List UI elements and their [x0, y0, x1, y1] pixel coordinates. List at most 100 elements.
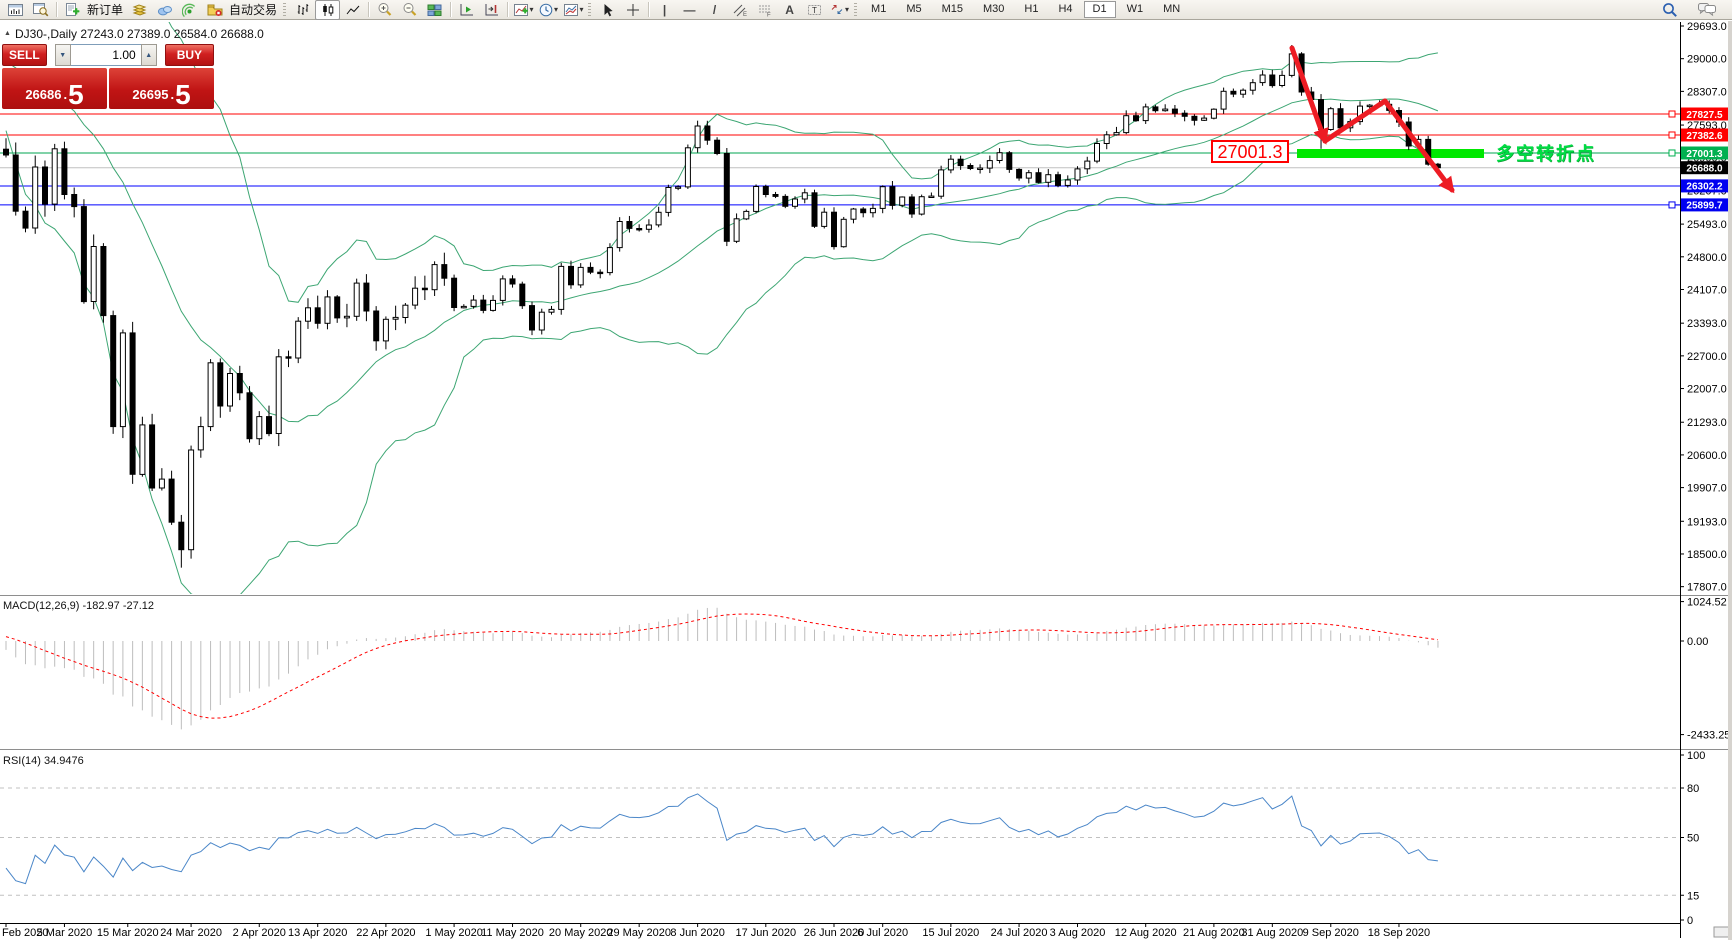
toolbar-grip[interactable] — [854, 2, 858, 17]
svg-text:15 Mar 2020: 15 Mar 2020 — [97, 927, 159, 939]
arrows-tool[interactable]: ▾ — [827, 0, 852, 20]
toolbar-grip[interactable] — [283, 2, 287, 17]
signal-icon — [182, 3, 197, 17]
templates-button[interactable]: ▾ — [561, 0, 586, 20]
svg-text:1 May 2020: 1 May 2020 — [425, 927, 482, 939]
text-tool[interactable]: A — [777, 0, 802, 20]
sell-price-button[interactable]: 26686. 5 — [2, 68, 107, 109]
periods-button[interactable]: ▾ — [536, 0, 561, 20]
svg-text:25493.0: 25493.0 — [1687, 219, 1727, 231]
volume-down-button[interactable]: ▼ — [54, 44, 71, 66]
auto-scroll-button[interactable] — [454, 0, 479, 20]
cloud-icon — [157, 3, 173, 17]
svg-text:15 Jul 2020: 15 Jul 2020 — [922, 927, 979, 939]
svg-text:18 Sep 2020: 18 Sep 2020 — [1368, 927, 1430, 939]
market-depth-button[interactable] — [127, 0, 152, 20]
price-level-callout[interactable]: 27001.3 — [1211, 140, 1289, 163]
zoom-in-button[interactable] — [372, 0, 397, 20]
volume-up-button[interactable]: ▲ — [140, 44, 157, 66]
svg-text:21 Aug 2020: 21 Aug 2020 — [1183, 927, 1245, 939]
vertical-line-icon: | — [662, 2, 667, 17]
buy-price-button[interactable]: 26695. 5 — [109, 68, 214, 109]
chart-shift-button[interactable] — [479, 0, 504, 20]
svg-text:26688.0: 26688.0 — [1686, 164, 1723, 175]
horizontal-line-tool[interactable]: — — [677, 0, 702, 20]
timeframe-d1[interactable]: D1 — [1083, 1, 1116, 18]
channel-tool[interactable]: E — [727, 0, 752, 20]
sell-button[interactable]: SELL — [2, 44, 47, 66]
text-icon: A — [785, 2, 794, 17]
svg-text:11 May 2020: 11 May 2020 — [481, 927, 544, 939]
channel-icon: E — [732, 3, 747, 17]
svg-text:3 Aug 2020: 3 Aug 2020 — [1050, 927, 1106, 939]
timeframe-m30[interactable]: M30 — [983, 3, 1005, 15]
timeframe-h1[interactable]: H1 — [1024, 3, 1039, 15]
trendline-tool[interactable]: / — [702, 0, 727, 20]
buy-button[interactable]: BUY — [164, 44, 214, 66]
autotrading-label[interactable]: 自动交易 — [229, 3, 278, 17]
search-icon — [1662, 2, 1678, 18]
new-order-label[interactable]: 新订单 — [87, 3, 124, 17]
svg-text:13 Apr 2020: 13 Apr 2020 — [288, 927, 347, 939]
bollinger-bands — [5, 22, 1439, 594]
svg-text:27001.3: 27001.3 — [1686, 149, 1723, 160]
svg-text:24 Jul 2020: 24 Jul 2020 — [991, 927, 1048, 939]
toolbar-grip[interactable] — [588, 2, 592, 17]
timeframe-m15[interactable]: M15 — [941, 3, 963, 15]
auto-scroll-icon — [459, 3, 474, 17]
volume-input[interactable]: 1.00 — [70, 44, 141, 66]
cursor-button[interactable] — [595, 0, 620, 20]
price-axis[interactable]: 29693.029000.028307.027593.026900.026207… — [1668, 21, 1730, 927]
line-chart-mode-button[interactable] — [340, 0, 365, 20]
new-order-button[interactable] — [60, 0, 85, 20]
label-tool[interactable]: T — [802, 0, 827, 20]
indicators-button[interactable]: ▾ — [511, 0, 536, 20]
svg-text:15: 15 — [1687, 890, 1699, 902]
svg-text:22007.0: 22007.0 — [1687, 384, 1727, 396]
community-button[interactable] — [152, 0, 177, 20]
zoom-out-button[interactable] — [397, 0, 422, 20]
svg-text:0.00: 0.00 — [1687, 636, 1708, 648]
chevron-down-icon: ▾ — [529, 5, 534, 14]
candle-chart-mode-button[interactable] — [315, 0, 341, 20]
chat-button[interactable] — [1694, 0, 1719, 20]
svg-text:21293.0: 21293.0 — [1687, 417, 1727, 429]
svg-text:T: T — [812, 6, 817, 15]
rsi-pane-label: RSI(14) 34.9476 — [3, 755, 84, 767]
svg-text:26302.2: 26302.2 — [1686, 182, 1723, 193]
pane-separators[interactable] — [0, 595, 1728, 751]
signals-button[interactable] — [177, 0, 202, 20]
bar-chart-mode-button[interactable] — [290, 0, 315, 20]
support-zone-bar[interactable] — [1297, 149, 1484, 158]
svg-text:5 Mar 2020: 5 Mar 2020 — [37, 927, 93, 939]
one-click-toggle-icon[interactable]: ▲ — [4, 30, 11, 37]
timeframe-h4[interactable]: H4 — [1058, 3, 1073, 15]
tile-windows-button[interactable] — [422, 0, 447, 20]
svg-text:17 Jun 2020: 17 Jun 2020 — [736, 927, 797, 939]
svg-text:24107.0: 24107.0 — [1687, 284, 1727, 296]
price-badge — [1681, 146, 1728, 160]
fibonacci-tool[interactable]: F — [752, 0, 777, 20]
toolbar: 新订单 自动交易 ▾ ▾ ▾ | — / E F A T ▾ M1 M5 M15 M3… — [0, 0, 1732, 20]
template-icon — [563, 3, 579, 17]
profiles-button[interactable] — [28, 0, 53, 20]
timeframe-mn[interactable]: MN — [1163, 3, 1181, 15]
new-chart-button[interactable] — [3, 0, 28, 20]
vertical-line-tool[interactable]: | — [652, 0, 677, 20]
svg-text:100: 100 — [1687, 750, 1705, 762]
timeframe-bar: M1 M5 M15 M30 H1 H4 D1 W1 MN — [861, 1, 1190, 18]
timeframe-m1[interactable]: M1 — [871, 3, 887, 15]
timeframe-w1[interactable]: W1 — [1126, 3, 1144, 15]
horizontal-level-lines[interactable] — [0, 113, 1680, 206]
cursor-arrow-icon — [602, 3, 614, 17]
autotrading-button[interactable] — [202, 0, 227, 20]
trend-arrows[interactable] — [1289, 45, 1455, 194]
tile-windows-icon — [427, 3, 442, 17]
chat-bubbles-icon — [1697, 2, 1716, 17]
search-button[interactable] — [1657, 0, 1682, 20]
clock-icon — [539, 3, 553, 17]
crosshair-button[interactable] — [620, 0, 645, 20]
timeframe-m5[interactable]: M5 — [906, 3, 922, 15]
